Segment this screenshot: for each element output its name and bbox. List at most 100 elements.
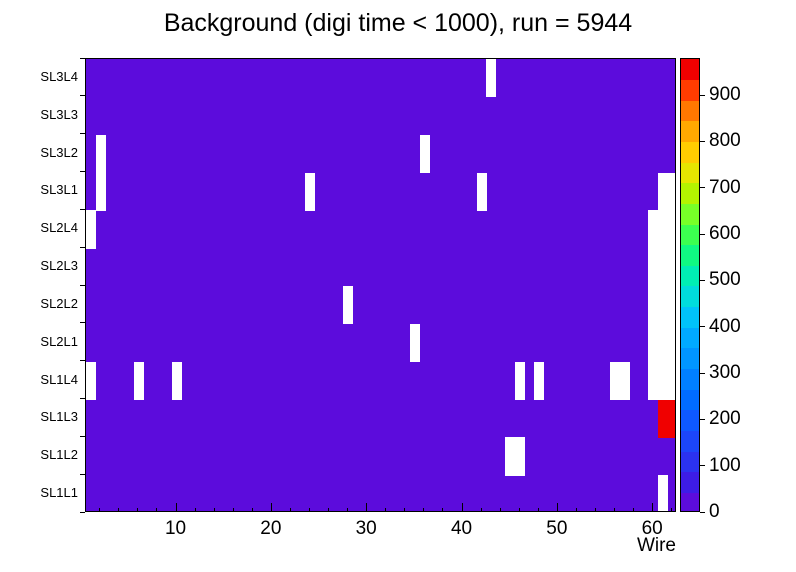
x-axis-tick [270,503,272,512]
x-axis-tick [461,503,463,512]
colorbar-band [681,79,699,101]
heat-cell [648,210,659,249]
colorbar-band [681,100,699,122]
colorbar-band [681,347,699,370]
heat-cell [419,134,430,173]
heat-cell [648,323,659,363]
heat-cell [514,437,525,476]
colorbar-tick [700,279,705,281]
y-axis-tick [80,322,85,324]
x-axis-tick-label: 60 [641,518,663,539]
colorbar-band [681,182,699,204]
heat-cell [667,323,675,363]
colorbar-band [681,471,699,493]
x-axis-minor-tick [156,508,158,512]
colorbar [680,58,700,512]
x-axis-minor-tick [499,508,501,512]
heat-cell [657,172,668,211]
colorbar-band [681,430,699,452]
colorbar-tick [700,140,705,142]
colorbar-tick-label: 500 [709,269,741,291]
y-axis-bin-label: SL3L3 [40,106,78,122]
heat-cell [86,361,97,400]
plot-area [85,58,676,512]
colorbar-band [681,224,699,246]
x-axis-minor-tick [194,508,196,512]
colorbar-tick-label: 800 [709,130,741,152]
y-axis-tick [80,171,85,172]
y-axis-tick [80,435,85,437]
x-axis-tick-label: 10 [164,518,187,539]
heat-cell [410,323,421,363]
heat-cell [305,172,316,211]
colorbar-tick [700,326,705,328]
x-axis-minor-tick [614,508,616,512]
heat-cell [657,475,668,511]
y-axis-tick [80,284,85,286]
colorbar-tick-label: 100 [709,454,741,476]
colorbar-tick [700,233,705,235]
y-axis-bin-label: SL2L3 [40,258,78,274]
colorbar-band [681,492,699,511]
colorbar-tick [700,372,705,374]
x-axis-minor-tick [575,508,577,512]
heat-cell [514,361,525,400]
y-axis-bin-label: SL2L1 [40,333,78,349]
x-axis-minor-tick [671,508,673,512]
x-axis-tick-label: 30 [355,518,377,539]
x-axis-minor-tick [232,508,234,512]
colorbar-band [681,265,699,287]
x-axis-minor-tick [213,508,215,512]
heat-cell [476,172,487,211]
heat-cell [171,361,182,400]
x-axis-tick [175,503,177,512]
x-axis-title: Wire [636,535,676,556]
y-axis-bin-label: SL2L4 [40,220,78,236]
y-axis-tick [80,473,85,475]
y-axis-bin-label: SL1L3 [40,409,78,425]
heat-cell [667,399,675,438]
heat-cell [95,172,106,211]
x-axis-minor-tick [423,508,425,512]
heat-cell [86,210,97,249]
x-axis-minor-tick [385,508,387,512]
colorbar-band [681,306,699,328]
heat-cell [648,286,659,325]
x-axis-minor-tick [442,508,444,512]
colorbar-band [681,120,699,143]
heat-cell [657,210,668,249]
heat-cell [667,286,675,325]
colorbar-tick-label: 0 [709,501,720,522]
x-axis-minor-tick [118,508,120,512]
y-axis-bin-label: SL2L2 [40,295,78,311]
x-axis-minor-tick [518,508,520,512]
heat-cell [505,437,516,476]
x-axis-tick [366,503,368,512]
colorbar-band [681,368,699,390]
colorbar-band [681,162,699,184]
y-axis-tick [80,208,85,210]
colorbar-tick-label: 600 [709,223,741,245]
heat-cell [667,248,675,287]
heat-cell [133,361,144,400]
y-axis-bin-label: SL3L1 [40,182,78,198]
colorbar-tick-label: 700 [709,176,741,198]
x-axis-minor-tick [537,508,539,512]
chart-title: Background (digi time < 1000), run = 594… [163,9,633,37]
x-axis-minor-tick [633,508,635,512]
colorbar-tick-label: 300 [709,362,741,384]
x-axis-tick-label: 50 [546,518,568,539]
x-axis-minor-tick [347,508,349,512]
colorbar-band [681,286,699,308]
heat-cell [657,248,668,287]
heat-cell [486,59,497,98]
x-axis-tick [556,503,558,512]
x-axis-minor-tick [328,508,330,512]
x-axis-minor-tick [404,508,406,512]
y-axis-tick [80,57,85,59]
x-axis-tick-label: 20 [260,518,282,539]
colorbar-band [681,327,699,349]
heat-cell [619,361,630,400]
heat-cell [648,361,659,400]
